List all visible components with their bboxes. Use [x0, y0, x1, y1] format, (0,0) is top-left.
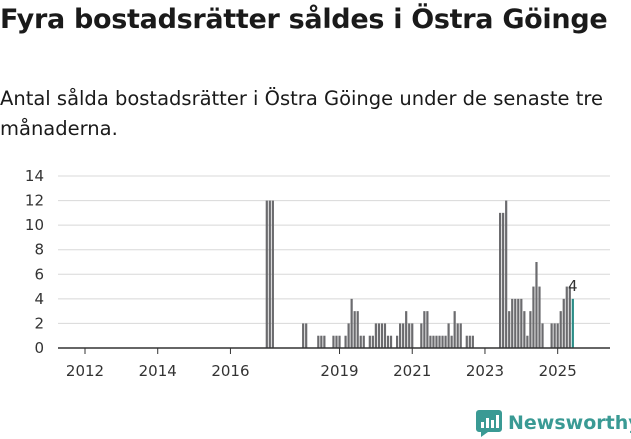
bar — [444, 335, 447, 348]
bar — [459, 323, 462, 348]
bar — [356, 311, 359, 348]
bar — [550, 323, 553, 348]
x-axis-ticks: 2012 2014 2016 2019 2021 2023 2025 — [66, 348, 577, 380]
bar — [395, 335, 399, 348]
bar — [568, 286, 571, 348]
brand-name: Newsworthy — [508, 412, 631, 434]
bar — [559, 311, 562, 348]
newsworthy-logo: Newsworthy — [476, 408, 631, 438]
bar — [529, 311, 532, 348]
bar — [338, 335, 341, 348]
bar — [468, 335, 471, 348]
bar — [368, 335, 371, 348]
x-tick-label: 2023 — [466, 362, 504, 380]
bar — [535, 262, 538, 348]
bar — [317, 335, 320, 348]
bar — [432, 335, 435, 348]
bar — [471, 335, 474, 348]
bar — [374, 323, 377, 348]
bar — [514, 298, 517, 348]
bar — [538, 286, 541, 348]
bar — [541, 323, 544, 348]
bar — [423, 311, 426, 348]
bar — [499, 212, 502, 348]
bar — [350, 298, 353, 348]
bar — [438, 335, 441, 348]
x-tick-label: 2012 — [66, 362, 104, 380]
chart-subtitle: Antal sålda bostadsrätter i Östra Göinge… — [0, 87, 603, 140]
bar — [453, 311, 456, 348]
bar — [571, 298, 574, 348]
bar — [502, 212, 505, 348]
grid-lines — [58, 175, 610, 324]
bar — [532, 286, 535, 348]
bar — [380, 323, 384, 348]
bar — [265, 200, 268, 348]
bar — [399, 323, 402, 348]
bar — [377, 323, 381, 348]
bar — [332, 335, 335, 348]
bar — [429, 335, 432, 348]
bar — [565, 286, 568, 348]
bar — [408, 323, 411, 348]
bar — [359, 335, 362, 348]
y-tick-label: 14 — [25, 167, 44, 185]
bar — [371, 335, 374, 348]
bar — [450, 335, 453, 348]
x-tick-label: 2016 — [211, 362, 249, 380]
bar — [465, 335, 468, 348]
chart-title: Fyra bostadsrätter såldes i Östra Göinge — [0, 4, 608, 35]
bar — [323, 335, 326, 348]
bar — [517, 298, 520, 348]
y-axis-ticks: 0 2 4 6 8 10 12 14 — [25, 167, 44, 357]
bar — [511, 298, 514, 348]
bar — [405, 311, 408, 348]
bar — [508, 311, 511, 348]
bar — [386, 335, 390, 348]
bar — [447, 323, 450, 348]
x-tick-label: 2021 — [393, 362, 431, 380]
bar — [305, 323, 308, 348]
bar — [426, 311, 429, 348]
bar-series — [265, 200, 574, 348]
bar — [456, 323, 459, 348]
bar — [520, 298, 523, 348]
bar — [556, 323, 559, 348]
bar — [344, 335, 347, 348]
bar — [268, 200, 271, 348]
bar — [411, 323, 414, 348]
x-tick-label: 2014 — [139, 362, 177, 380]
bar — [335, 335, 338, 348]
bar — [320, 335, 323, 348]
x-tick-label: 2019 — [320, 362, 358, 380]
bar — [562, 298, 565, 348]
bar — [553, 323, 556, 348]
y-tick-label: 12 — [25, 192, 44, 210]
bar — [435, 335, 438, 348]
bar — [362, 335, 365, 348]
bar — [271, 200, 274, 348]
x-tick-label: 2025 — [539, 362, 577, 380]
y-tick-label: 2 — [34, 314, 44, 332]
bar — [505, 200, 508, 348]
bar — [353, 311, 356, 348]
bar — [420, 323, 423, 348]
y-tick-label: 6 — [34, 265, 44, 283]
y-tick-label: 8 — [34, 241, 44, 259]
bar — [389, 335, 393, 348]
bar — [302, 323, 305, 348]
bar — [526, 335, 529, 348]
bar — [383, 323, 387, 348]
bar — [523, 311, 526, 348]
y-tick-label: 10 — [25, 216, 44, 234]
y-tick-label: 4 — [34, 290, 44, 308]
highlight-value-label: 4 — [568, 277, 578, 295]
newsworthy-logo-icon — [476, 410, 502, 437]
bar — [441, 335, 444, 348]
y-tick-label: 0 — [34, 339, 44, 357]
bar — [347, 323, 350, 348]
bar — [402, 323, 405, 348]
data-labels: 4 — [568, 277, 578, 295]
